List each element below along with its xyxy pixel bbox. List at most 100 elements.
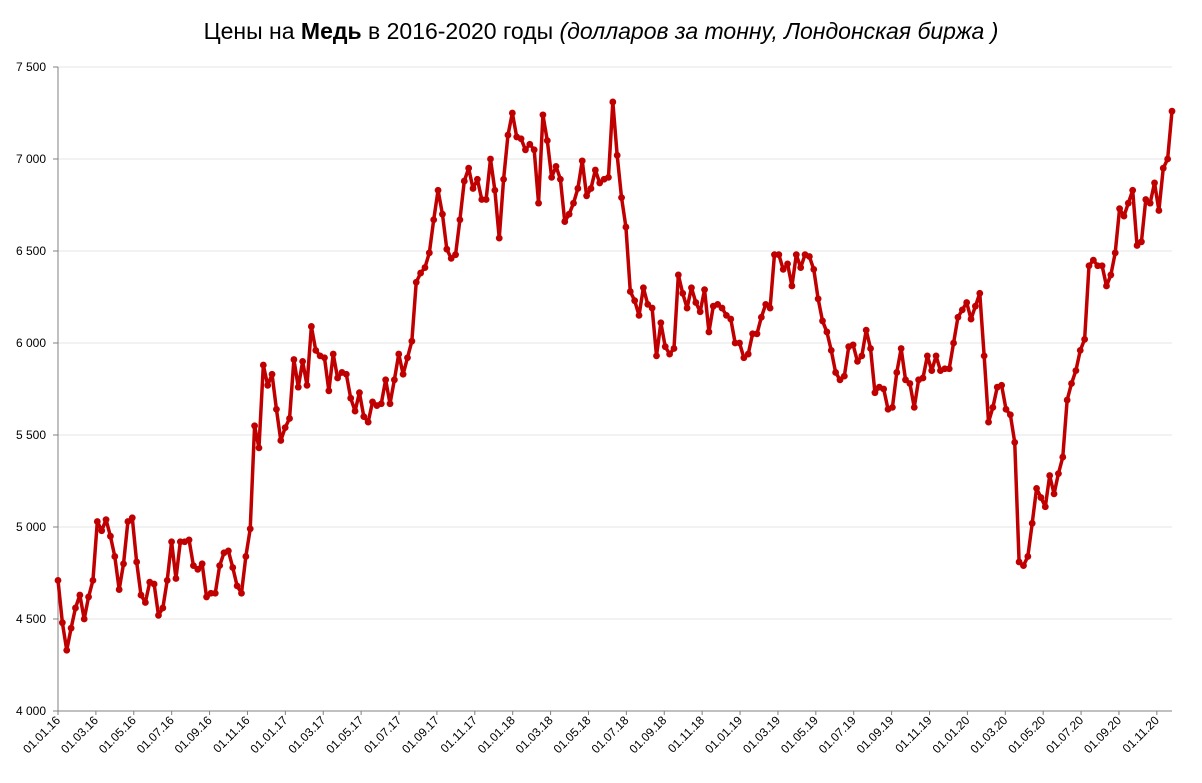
- chart-title-middle: в 2016-2020 годы: [361, 18, 560, 44]
- data-point: [242, 553, 250, 560]
- data-point: [1033, 484, 1040, 492]
- data-point: [198, 560, 206, 568]
- data-point: [705, 328, 713, 336]
- x-tick-label: 01.09.17: [399, 713, 442, 756]
- data-point: [93, 518, 101, 525]
- data-point: [622, 223, 630, 231]
- x-tick-label: 01.01.18: [475, 713, 518, 756]
- data-point: [854, 358, 861, 365]
- x-tick-label: 01.11.18: [665, 713, 708, 756]
- data-point: [504, 131, 512, 139]
- data-point: [290, 356, 298, 363]
- data-point: [954, 313, 962, 321]
- data-point: [889, 404, 896, 411]
- data-point: [893, 369, 901, 376]
- data-point: [618, 194, 625, 202]
- data-point: [958, 306, 966, 314]
- data-point: [736, 339, 743, 347]
- data-point: [522, 146, 529, 154]
- y-tick-label: 4 000: [16, 704, 46, 718]
- data-point: [561, 218, 569, 225]
- data-point: [1129, 186, 1137, 194]
- data-point: [932, 352, 940, 360]
- data-point: [439, 210, 446, 218]
- data-point: [102, 516, 110, 524]
- data-point: [1041, 503, 1049, 511]
- data-point: [1168, 107, 1176, 115]
- data-point: [434, 186, 442, 194]
- data-point: [294, 383, 302, 391]
- y-tick-label: 6 000: [16, 336, 46, 350]
- data-point: [211, 589, 219, 597]
- data-point: [626, 288, 634, 295]
- data-point: [443, 245, 451, 253]
- data-point: [609, 98, 617, 106]
- data-point: [137, 591, 145, 599]
- x-tick-label: 01.01.16: [20, 713, 63, 756]
- data-point: [517, 135, 525, 143]
- data-point: [919, 374, 927, 382]
- data-point: [229, 564, 237, 571]
- data-point: [63, 646, 71, 654]
- data-point: [141, 599, 149, 606]
- data-point: [587, 185, 595, 192]
- data-point: [928, 367, 936, 374]
- data-point: [89, 576, 97, 584]
- data-point: [976, 289, 984, 297]
- data-point: [910, 404, 918, 411]
- data-point: [779, 266, 787, 273]
- data-point: [985, 418, 992, 426]
- data-point: [653, 352, 660, 360]
- data-point: [635, 312, 643, 319]
- data-point: [1020, 562, 1027, 570]
- data-point: [806, 253, 813, 260]
- data-point: [539, 111, 547, 119]
- data-point: [648, 304, 656, 312]
- data-point: [1024, 553, 1032, 560]
- data-point: [1107, 271, 1115, 279]
- data-point: [1159, 164, 1167, 172]
- data-point: [360, 413, 368, 420]
- data-point: [67, 624, 75, 632]
- data-point: [1138, 238, 1145, 246]
- data-point: [670, 345, 678, 352]
- x-tick-label: 01.05.17: [323, 713, 366, 756]
- chart-title: Цены на Медь в 2016-2020 годы (долларов …: [0, 15, 1202, 47]
- data-point: [683, 304, 691, 312]
- data-point: [251, 422, 258, 430]
- data-point: [980, 352, 988, 360]
- data-point: [1151, 179, 1158, 187]
- data-point: [408, 337, 416, 345]
- data-point: [1059, 453, 1067, 461]
- data-point: [321, 354, 328, 362]
- data-point: [469, 185, 477, 192]
- data-point: [76, 591, 84, 599]
- data-point: [482, 196, 490, 203]
- data-point: [1116, 205, 1123, 213]
- x-tick-label: 01.11.19: [892, 713, 935, 756]
- data-point: [757, 313, 765, 321]
- data-point: [727, 315, 735, 323]
- data-point: [238, 589, 245, 597]
- data-point: [556, 175, 564, 183]
- x-tick-label: 01.01.17: [248, 713, 291, 756]
- data-point: [849, 341, 857, 349]
- x-tick-label: 01.11.17: [438, 713, 481, 756]
- x-tick-label: 01.05.16: [96, 713, 139, 756]
- y-tick-label: 7 000: [16, 152, 46, 166]
- price-series: [54, 98, 1176, 654]
- x-tick-label: 01.05.19: [778, 713, 821, 756]
- data-point: [172, 575, 180, 582]
- data-point: [255, 444, 263, 452]
- data-point: [827, 346, 835, 354]
- y-tick-label: 5 000: [16, 520, 46, 534]
- data-point: [840, 372, 848, 380]
- data-point: [351, 407, 359, 415]
- data-point: [989, 404, 997, 411]
- x-tick-label: 01.07.19: [816, 713, 859, 756]
- data-point: [967, 315, 975, 323]
- data-point: [718, 304, 726, 312]
- data-point: [1050, 490, 1058, 498]
- x-tick-label: 01.09.18: [626, 713, 669, 756]
- data-point: [688, 284, 695, 292]
